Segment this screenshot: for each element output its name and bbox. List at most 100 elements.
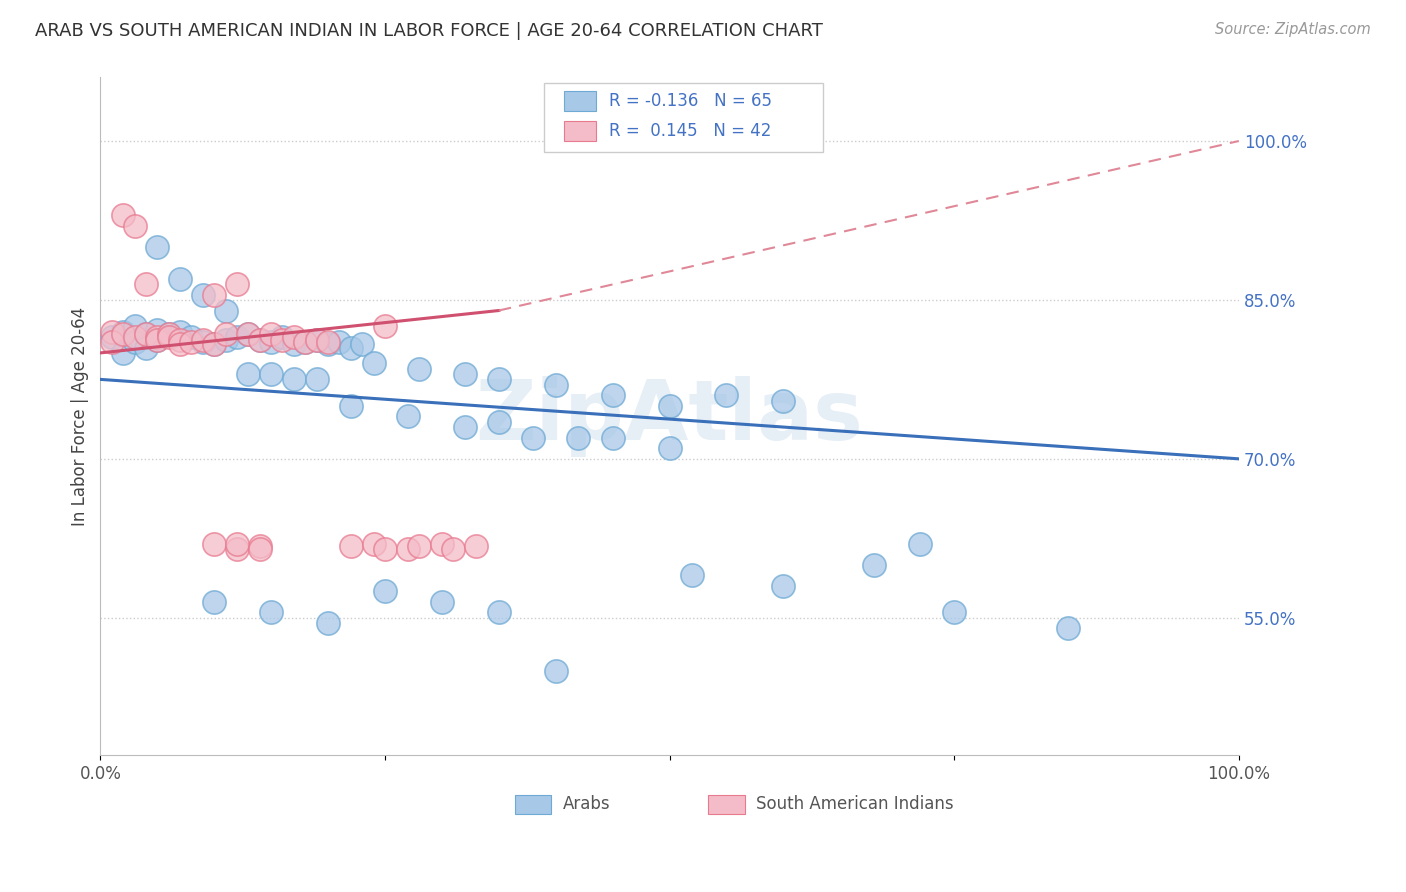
Point [100,330,122,344]
Point [202,595,225,609]
Point [374,319,396,334]
Point [157,326,180,341]
Point [202,536,225,550]
Text: ZipAtlas: ZipAtlas [475,376,863,457]
Text: South American Indians: South American Indians [756,796,953,814]
Point [488,415,510,429]
Point [658,399,681,413]
Point [226,536,249,550]
Point [658,442,681,456]
Point [202,337,225,351]
Point [863,558,886,572]
Point [283,337,305,351]
Point [191,287,214,301]
Point [112,208,135,222]
Point [363,357,385,371]
Point [238,367,260,381]
Point [169,337,191,351]
Point [316,335,339,350]
Point [567,431,589,445]
Point [316,337,339,351]
Point [544,377,567,392]
Point [681,568,703,582]
Point [374,584,396,599]
Point [943,606,966,620]
Point [283,330,305,344]
Point [112,346,135,360]
Point [305,333,328,347]
Point [363,536,385,550]
Point [441,541,464,556]
Point [226,541,249,556]
Point [249,333,271,347]
Y-axis label: In Labor Force | Age 20-64: In Labor Force | Age 20-64 [72,307,89,526]
Text: R =  0.145   N = 42: R = 0.145 N = 42 [609,122,772,140]
Point [430,595,453,609]
Point [249,539,271,553]
Point [260,326,283,341]
Point [146,240,169,254]
Point [146,330,169,344]
Point [316,615,339,630]
Text: R = -0.136   N = 65: R = -0.136 N = 65 [609,92,772,110]
Point [249,333,271,347]
Point [340,341,363,355]
Point [352,337,374,351]
Point [180,335,202,350]
Point [340,539,363,553]
Point [157,326,180,341]
Point [305,333,328,347]
FancyBboxPatch shape [515,795,551,814]
Point [488,372,510,386]
Point [214,326,236,341]
Point [294,335,316,350]
Point [146,333,169,347]
FancyBboxPatch shape [564,91,596,112]
Point [112,326,135,341]
Point [100,325,122,339]
Point [202,287,225,301]
Point [465,539,488,553]
Point [249,541,271,556]
Point [135,326,157,341]
Point [305,372,328,386]
Point [772,579,794,593]
Point [124,330,146,344]
Point [602,388,624,402]
Point [522,431,544,445]
Point [214,333,236,347]
Point [226,277,249,291]
Point [408,539,430,553]
Point [135,277,157,291]
Point [169,325,191,339]
Point [169,333,191,347]
Point [214,303,236,318]
Point [716,388,738,402]
Point [283,372,305,386]
FancyBboxPatch shape [544,83,824,152]
Point [396,409,419,424]
Point [124,319,146,334]
FancyBboxPatch shape [709,795,745,814]
Point [169,271,191,285]
Point [260,335,283,350]
Point [238,326,260,341]
Point [328,335,350,350]
Point [453,420,475,434]
Text: Source: ZipAtlas.com: Source: ZipAtlas.com [1215,22,1371,37]
Point [100,335,122,350]
Point [180,330,202,344]
Point [146,333,169,347]
Point [488,606,510,620]
Point [340,399,363,413]
Point [260,367,283,381]
Point [1057,621,1080,635]
Point [191,335,214,350]
Point [135,326,157,341]
Point [544,664,567,678]
Point [271,330,294,344]
Point [124,335,146,350]
Point [135,341,157,355]
Point [602,431,624,445]
FancyBboxPatch shape [564,120,596,141]
